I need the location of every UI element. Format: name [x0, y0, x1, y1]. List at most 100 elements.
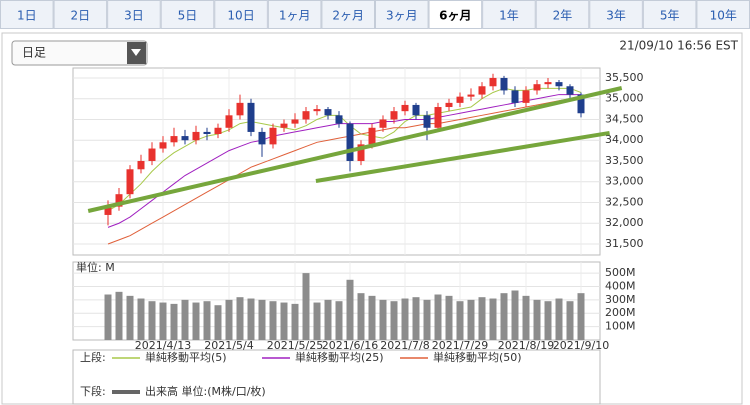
tab[interactable]	[0, 0, 54, 29]
tab-label[interactable]: 10日	[227, 9, 254, 23]
tab[interactable]	[696, 0, 750, 29]
volume-bar	[445, 295, 453, 340]
tab-label[interactable]: 3ヶ月	[386, 9, 418, 23]
x-tick-label: 2021/8/19	[498, 339, 554, 352]
candle-body	[434, 107, 442, 128]
candle-body	[181, 136, 189, 141]
moving-average	[107, 98, 581, 245]
volume-bar	[181, 299, 189, 340]
volume-bar	[357, 293, 365, 340]
candle-body	[324, 109, 332, 116]
volume-bar	[379, 299, 387, 340]
x-tick-label: 2021/9/10	[553, 339, 609, 352]
tab[interactable]	[321, 0, 375, 29]
tab[interactable]	[642, 0, 697, 29]
candle-body	[203, 131, 211, 134]
moving-average	[107, 94, 581, 228]
candle-body	[478, 86, 486, 95]
candle-body	[412, 104, 420, 116]
y-tick-label: 32,000	[605, 216, 644, 229]
x-tick-label: 2021/4/13	[135, 339, 191, 352]
candle-body	[148, 148, 156, 161]
tab[interactable]	[107, 0, 161, 29]
candle-body	[423, 115, 431, 128]
tab-label[interactable]: 3日	[124, 9, 144, 23]
tab-label[interactable]: 10年	[710, 9, 737, 23]
volume-bar	[368, 295, 376, 340]
tab[interactable]	[428, 0, 483, 29]
volume-bar	[511, 290, 519, 340]
trendline	[315, 130, 610, 183]
timestamp: 21/09/10 16:56 EST	[619, 39, 738, 53]
volume-bar	[544, 301, 552, 340]
volume-bar	[291, 303, 299, 340]
candle-body	[401, 104, 409, 112]
y-tick-label: 33,500	[605, 154, 644, 167]
tab[interactable]	[214, 0, 268, 29]
volume-bar	[522, 295, 530, 340]
volume-bar	[456, 301, 464, 340]
volume-bar	[148, 301, 156, 340]
candle-body	[533, 84, 541, 91]
tab[interactable]	[535, 0, 590, 29]
y-tick-label: 33,000	[605, 175, 644, 188]
volume-bar	[115, 291, 123, 340]
legend-text: 単純移動平均(5)	[145, 350, 227, 364]
tab-label[interactable]: 2ヶ月	[332, 9, 364, 23]
volume-bar	[555, 298, 563, 340]
candle-body	[346, 123, 354, 161]
candle-body	[445, 102, 453, 108]
volume-bar	[159, 302, 167, 340]
tab-label[interactable]: 6ヶ月	[439, 9, 471, 23]
y-tick-label: 32,500	[605, 195, 644, 208]
legend-text: 単純移動平均(25)	[295, 350, 384, 364]
x-tick-label: 2021/5/25	[267, 339, 323, 352]
tab-label[interactable]: 5日	[178, 9, 198, 23]
trendline	[87, 86, 623, 213]
candle-body	[577, 94, 585, 114]
candle-body	[368, 127, 376, 145]
dropdown-arrow	[131, 49, 141, 56]
volume-bar	[324, 299, 332, 340]
tab-label[interactable]: 2年	[553, 9, 573, 23]
candle-body	[522, 90, 530, 103]
tab[interactable]	[482, 0, 536, 29]
tab[interactable]	[160, 0, 215, 29]
dropdown-text[interactable]: 日足	[22, 46, 46, 60]
volume-bar	[258, 299, 266, 340]
volume-bar	[467, 299, 475, 340]
candle-body	[555, 82, 563, 87]
candle-body	[137, 160, 145, 170]
volume-bar	[280, 302, 288, 340]
y-tick-label: 100M	[605, 320, 636, 333]
legend-box	[72, 349, 601, 405]
tab[interactable]	[267, 0, 322, 29]
candle-body	[379, 119, 387, 128]
candle-body	[291, 119, 299, 124]
volume-bar	[412, 297, 420, 340]
tab-label[interactable]: 1ヶ月	[279, 9, 311, 23]
volume-bar	[577, 293, 585, 340]
y-tick-label: 35,000	[605, 92, 644, 105]
y-tick-label: 31,500	[605, 237, 644, 250]
legend-upper-label: 上段:	[80, 350, 106, 364]
candle-body	[269, 127, 277, 145]
tab-label[interactable]: 3年	[606, 9, 626, 23]
candle-body	[489, 77, 497, 87]
volume-bar	[423, 299, 431, 340]
dropdown[interactable]	[11, 40, 148, 66]
volume-bar	[500, 293, 508, 340]
candle-body	[115, 194, 123, 207]
candle-body	[511, 90, 519, 103]
tab[interactable]	[589, 0, 643, 29]
volume-bar	[203, 301, 211, 340]
tab-label[interactable]: 2日	[71, 9, 91, 23]
tab[interactable]	[375, 0, 429, 29]
candle-body	[313, 109, 321, 112]
tab-label[interactable]: 1日	[17, 9, 37, 23]
volume-bar	[302, 273, 310, 340]
candle-body	[456, 96, 464, 103]
tab[interactable]	[53, 0, 108, 29]
tab-label[interactable]: 1年	[499, 9, 519, 23]
tab-label[interactable]: 5年	[660, 9, 680, 23]
